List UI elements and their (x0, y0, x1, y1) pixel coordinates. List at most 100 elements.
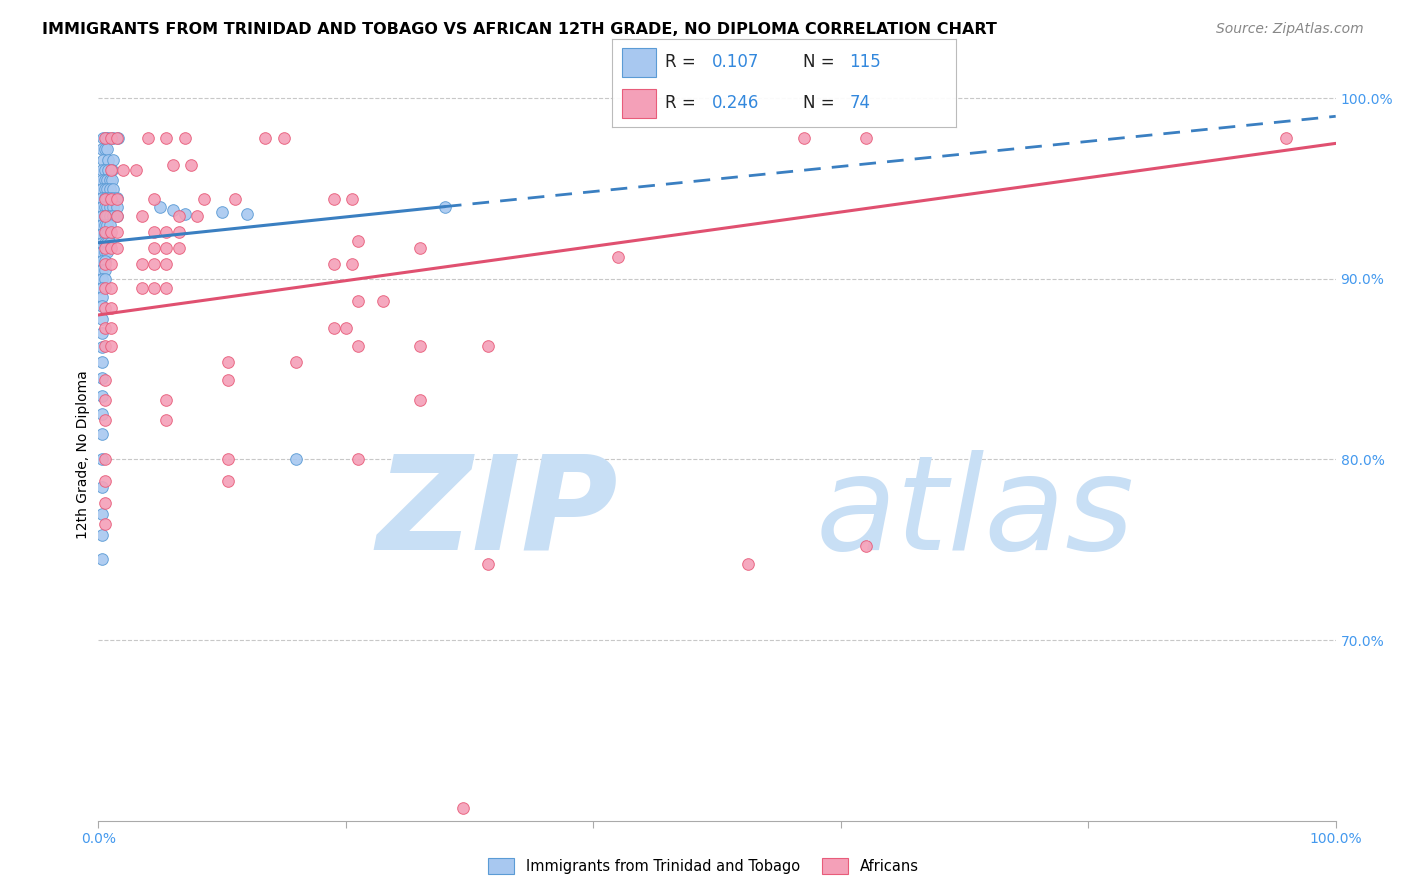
Point (409, 339, 432, 353)
Point (100, 339, 122, 353)
Point (91, 218, 114, 232)
Point (143, 257, 166, 271)
Point (433, 200, 456, 214)
Point (93, 209, 115, 223)
Point (162, 158, 184, 172)
Point (143, 241, 166, 255)
Point (91, 272, 114, 286)
Point (93, 320, 115, 334)
Point (211, 205, 233, 219)
Point (91, 235, 114, 250)
Point (155, 131, 177, 145)
Text: IMMIGRANTS FROM TRINIDAD AND TOBAGO VS AFRICAN 12TH GRADE, NO DIPLOMA CORRELATIO: IMMIGRANTS FROM TRINIDAD AND TOBAGO VS A… (42, 22, 997, 37)
Point (93, 218, 115, 232)
Point (98, 190, 121, 204)
Point (91, 142, 114, 156)
Point (96, 190, 118, 204)
Point (143, 281, 166, 295)
Point (97, 131, 120, 145)
Point (100, 281, 122, 295)
Point (93, 200, 115, 214)
Point (155, 392, 177, 407)
Point (273, 131, 295, 145)
Point (254, 131, 277, 145)
Point (91, 479, 114, 493)
Point (453, 801, 475, 815)
Point (167, 241, 190, 255)
Text: 74: 74 (849, 94, 870, 112)
Point (105, 193, 128, 207)
Point (103, 153, 125, 167)
Point (91, 551, 114, 566)
Point (91, 209, 114, 223)
Point (93, 225, 115, 239)
Point (855, 539, 877, 553)
Point (93, 227, 115, 241)
Point (322, 193, 344, 207)
Point (155, 241, 177, 255)
Point (224, 193, 246, 207)
Text: 0.107: 0.107 (711, 53, 759, 71)
Point (155, 281, 177, 295)
Point (149, 200, 172, 214)
Point (322, 320, 344, 334)
Point (340, 257, 363, 271)
Point (91, 227, 114, 241)
Point (131, 257, 153, 271)
Point (91, 299, 114, 313)
Point (96, 172, 118, 186)
Point (100, 301, 122, 315)
Text: R =: R = (665, 53, 702, 71)
Point (193, 193, 215, 207)
Point (347, 293, 370, 308)
Point (340, 193, 363, 207)
Point (100, 320, 122, 334)
Point (1275, 131, 1298, 145)
Point (93, 496, 115, 510)
Point (91, 181, 114, 195)
Point (155, 413, 177, 427)
Text: N =: N = (803, 53, 839, 71)
Point (93, 392, 115, 407)
Point (91, 163, 114, 178)
Point (91, 281, 114, 295)
Point (217, 373, 239, 387)
Point (217, 474, 239, 488)
Point (93, 253, 115, 268)
Point (131, 209, 153, 223)
Point (96, 218, 118, 232)
Point (100, 131, 122, 145)
Point (91, 190, 114, 204)
Point (93, 241, 115, 255)
Legend: Immigrants from Trinidad and Tobago, Africans: Immigrants from Trinidad and Tobago, Afr… (482, 852, 924, 880)
Point (105, 200, 128, 214)
Text: Source: ZipAtlas.com: Source: ZipAtlas.com (1216, 22, 1364, 37)
Point (91, 326, 114, 340)
Point (101, 172, 124, 186)
Point (371, 293, 394, 308)
Point (136, 131, 159, 145)
Point (155, 225, 177, 239)
Point (98, 172, 121, 186)
Point (100, 257, 122, 271)
Point (174, 131, 197, 145)
Point (143, 193, 166, 207)
Point (105, 225, 128, 239)
Point (93, 142, 115, 156)
Bar (621, 48, 657, 77)
Point (124, 163, 146, 178)
Point (96, 235, 118, 250)
Point (477, 339, 499, 353)
Point (322, 257, 344, 271)
Point (793, 131, 815, 145)
Point (91, 452, 114, 467)
Point (236, 207, 259, 221)
Point (143, 225, 166, 239)
Point (477, 557, 499, 571)
Point (93, 474, 115, 488)
Point (91, 355, 114, 369)
Point (98, 181, 121, 195)
Point (91, 244, 114, 259)
Point (93, 131, 115, 145)
Point (167, 225, 190, 239)
